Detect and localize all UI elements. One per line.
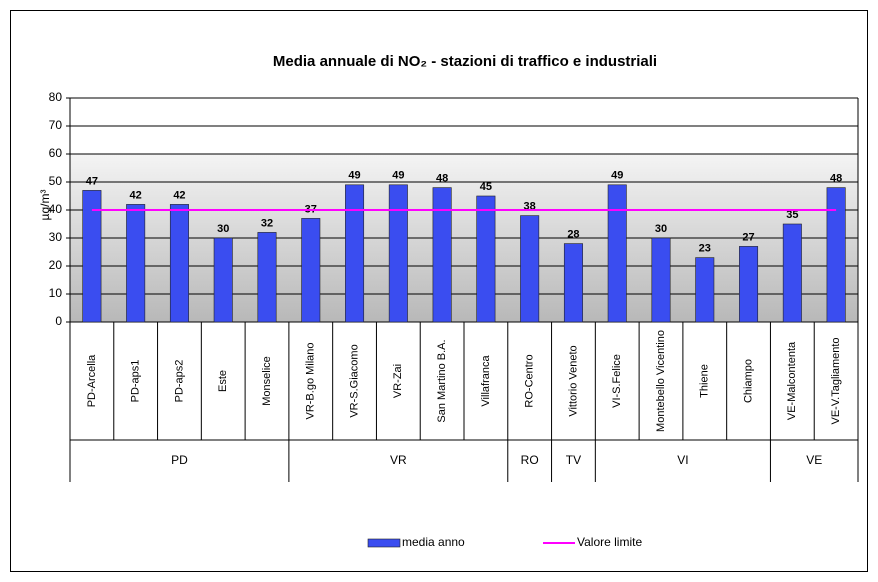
y-tick-label: 60: [49, 146, 63, 160]
value-label: 48: [830, 173, 842, 185]
x-tick-label: Thiene: [699, 364, 711, 398]
value-label: 49: [392, 170, 404, 182]
x-tick-label: Montebello Vicentino: [655, 330, 667, 432]
x-tick-label: San Martino B.A.: [436, 339, 448, 422]
x-tick-label: PD-Arcella: [86, 354, 98, 407]
value-label: 27: [742, 231, 754, 243]
bar: [782, 223, 802, 323]
bar: [607, 184, 627, 323]
bar: [826, 187, 846, 323]
value-label: 45: [480, 181, 492, 193]
x-tick-label: VR-Zai: [392, 364, 404, 398]
value-label: 49: [348, 170, 360, 182]
bar: [651, 237, 671, 323]
x-tick-label: Villafranca: [480, 355, 492, 407]
x-tick-label: VE-V.Tagliamento: [830, 337, 842, 424]
bar: [563, 243, 583, 323]
value-label: 49: [611, 170, 623, 182]
value-label: 28: [567, 229, 579, 241]
bar: [82, 190, 102, 323]
bar: [169, 204, 189, 323]
x-tick-label: RO-Centro: [524, 354, 536, 407]
bar: [301, 218, 321, 323]
group-label: VR: [390, 453, 407, 467]
value-label: 30: [217, 223, 229, 235]
legend-label: Valore limite: [577, 535, 642, 549]
bar: [476, 195, 496, 323]
y-tick-label: 10: [49, 286, 63, 300]
group-label: VE: [806, 453, 822, 467]
y-tick-label: 40: [49, 202, 63, 216]
x-tick-label: Este: [217, 370, 229, 392]
bar: [695, 257, 715, 323]
value-label: 30: [655, 223, 667, 235]
group-label: VI: [677, 453, 688, 467]
bar: [388, 184, 408, 323]
bar: [739, 246, 759, 323]
x-tick-label: VR-S.Giacomo: [348, 344, 360, 417]
x-tick-label: PD-aps1: [130, 360, 142, 403]
value-label: 42: [173, 189, 185, 201]
y-axis-label: µg/m³: [38, 190, 52, 221]
value-label: 23: [699, 243, 711, 255]
bar: [126, 204, 146, 323]
y-tick-label: 20: [49, 258, 63, 272]
x-tick-label: Vittorio Veneto: [567, 345, 579, 416]
chart-title: Media annuale di NO₂ - stazioni di traff…: [273, 53, 657, 70]
bar: [213, 237, 233, 323]
y-tick-label: 50: [49, 174, 63, 188]
value-label: 35: [786, 209, 798, 221]
value-label: 42: [130, 189, 142, 201]
x-tick-label: VE-Malcontenta: [786, 341, 798, 420]
y-tick-label: 0: [55, 314, 62, 328]
value-label: 48: [436, 173, 448, 185]
group-label: TV: [566, 453, 581, 467]
value-label: 32: [261, 217, 273, 229]
x-tick-label: VI-S.Felice: [611, 354, 623, 408]
group-label: RO: [521, 453, 539, 467]
legend-swatch: [367, 538, 401, 548]
value-label: 47: [86, 175, 98, 187]
x-tick-label: Chiampo: [742, 359, 754, 403]
bar: [345, 184, 365, 323]
y-tick-label: 30: [49, 230, 63, 244]
x-tick-label: PD-aps2: [173, 360, 185, 403]
group-label: PD: [171, 453, 188, 467]
x-tick-label: Monselice: [261, 356, 273, 406]
x-tick-label: VR-B.go Milano: [305, 342, 317, 419]
y-tick-label: 80: [49, 90, 63, 104]
y-tick-label: 70: [49, 118, 63, 132]
bar: [520, 215, 540, 323]
bar: [432, 187, 452, 323]
legend-label: media anno: [402, 535, 465, 549]
bar: [257, 232, 277, 323]
